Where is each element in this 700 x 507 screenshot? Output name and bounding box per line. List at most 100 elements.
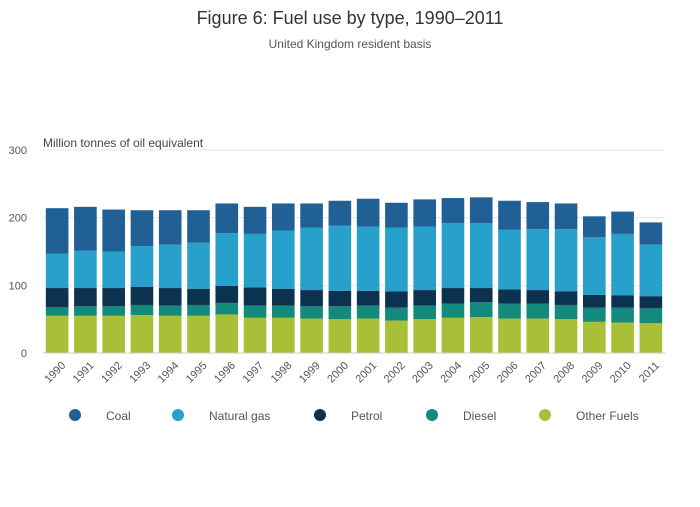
bar-other-fuels-1994 (158, 315, 182, 353)
bar-natural-gas-2002 (385, 227, 408, 292)
x-tick-label: 2006 (495, 360, 521, 386)
bar-petrol-2002 (385, 291, 408, 308)
bar-petrol-2001 (356, 290, 380, 306)
bar-other-fuels-1990 (45, 315, 69, 353)
bar-other-fuels-2005 (469, 317, 493, 353)
bar-diesel-1996 (215, 302, 239, 315)
legend-item-natural-gas[interactable]: Natural gas (172, 409, 270, 423)
y-tick-label: 100 (9, 280, 27, 292)
bar-natural-gas-2009 (583, 237, 606, 295)
bar-natural-gas-1995 (187, 242, 210, 289)
bar-natural-gas-2008 (554, 229, 578, 292)
bar-diesel-1994 (158, 305, 182, 316)
legend-label: Coal (106, 409, 131, 423)
bar-other-fuels-2004 (441, 317, 465, 353)
bar-natural-gas-1999 (300, 227, 323, 291)
x-tick-label: 2010 (608, 360, 634, 386)
bar-diesel-2008 (554, 304, 578, 320)
bar-natural-gas-1990 (45, 253, 69, 289)
bar-coal-1998 (272, 203, 295, 231)
x-tick-label: 2007 (523, 360, 549, 386)
bar-other-fuels-2002 (385, 320, 408, 353)
x-tick-label: 1995 (184, 360, 210, 386)
bars (45, 197, 663, 353)
bar-diesel-2010 (611, 307, 634, 323)
bar-natural-gas-2010 (611, 233, 634, 296)
bar-petrol-2009 (583, 294, 606, 308)
legend-swatch (69, 409, 81, 421)
bar-diesel-2003 (413, 305, 436, 320)
bar-other-fuels-2007 (526, 318, 550, 353)
bar-natural-gas-2001 (356, 226, 380, 291)
bar-petrol-1990 (45, 288, 69, 307)
bar-other-fuels-2000 (328, 319, 352, 353)
bar-petrol-1997 (243, 287, 267, 306)
bar-petrol-2011 (639, 296, 663, 309)
bar-diesel-2004 (441, 303, 465, 318)
bar-petrol-2005 (469, 288, 493, 303)
bar-stack-2005 (469, 197, 493, 353)
y-tick-label: 300 (9, 145, 27, 157)
bar-coal-1999 (300, 203, 323, 228)
x-tick-label: 1990 (43, 360, 69, 386)
bar-coal-2008 (554, 203, 578, 230)
bar-diesel-1999 (300, 306, 323, 319)
bar-diesel-2007 (526, 303, 550, 319)
bar-other-fuels-2008 (554, 319, 578, 353)
bar-diesel-1991 (74, 306, 97, 316)
bar-natural-gas-1996 (215, 233, 239, 287)
bar-other-fuels-1997 (243, 317, 267, 353)
bar-coal-2000 (328, 200, 352, 226)
bar-other-fuels-1993 (130, 315, 154, 353)
bar-petrol-2003 (413, 290, 436, 306)
legend-label: Natural gas (209, 409, 270, 423)
bar-stack-1990 (45, 208, 69, 353)
x-tick-label: 1999 (297, 360, 323, 386)
legend-item-coal[interactable]: Coal (69, 409, 131, 423)
bar-coal-2009 (583, 216, 606, 238)
bar-coal-2007 (526, 202, 550, 230)
legend-label: Petrol (351, 409, 382, 423)
bar-stack-1993 (130, 210, 154, 353)
legend-item-petrol[interactable]: Petrol (314, 409, 382, 423)
legend-item-diesel[interactable]: Diesel (426, 409, 496, 423)
bar-stack-2008 (554, 203, 578, 353)
x-tick-label: 2002 (382, 360, 408, 386)
bar-petrol-1993 (130, 286, 154, 305)
bar-diesel-1993 (130, 304, 154, 316)
bar-diesel-1997 (243, 305, 267, 318)
bar-stack-2006 (498, 200, 521, 353)
bar-stack-2002 (385, 202, 408, 353)
legend-swatch (539, 409, 551, 421)
legend-item-other-fuels[interactable]: Other Fuels (539, 409, 639, 423)
bar-natural-gas-2005 (469, 223, 493, 289)
bar-petrol-1998 (272, 288, 295, 306)
bar-natural-gas-1998 (272, 230, 295, 289)
y-tick-label: 0 (21, 348, 27, 360)
bar-natural-gas-2007 (526, 229, 550, 291)
legend-label: Diesel (463, 409, 496, 423)
bar-natural-gas-2011 (639, 244, 663, 297)
bar-stack-2000 (328, 200, 352, 353)
x-tick-label: 2003 (410, 360, 436, 386)
x-tick-label: 1992 (99, 360, 125, 386)
chart-title: Figure 6: Fuel use by type, 1990–2011 (197, 8, 504, 28)
x-tick-label: 2008 (551, 360, 577, 386)
bar-other-fuels-1999 (300, 318, 323, 353)
legend-label: Other Fuels (576, 409, 639, 423)
bar-stack-1994 (158, 210, 182, 353)
bar-other-fuels-2011 (639, 323, 663, 353)
bar-petrol-2006 (498, 289, 521, 304)
x-tick-label: 2009 (580, 360, 606, 386)
y-axis-label: Million tonnes of oil equivalent (43, 136, 204, 150)
bar-diesel-2001 (356, 305, 380, 319)
bar-stack-2010 (611, 211, 634, 353)
bar-stack-1998 (272, 203, 295, 353)
bar-diesel-2002 (385, 307, 408, 321)
bar-petrol-2000 (328, 290, 352, 307)
bar-stack-1996 (215, 203, 239, 353)
bar-stack-2011 (639, 222, 663, 353)
bar-petrol-1999 (300, 290, 323, 307)
y-tick-labels: 0 100 200 300 (9, 145, 27, 360)
bar-diesel-2005 (469, 302, 493, 318)
